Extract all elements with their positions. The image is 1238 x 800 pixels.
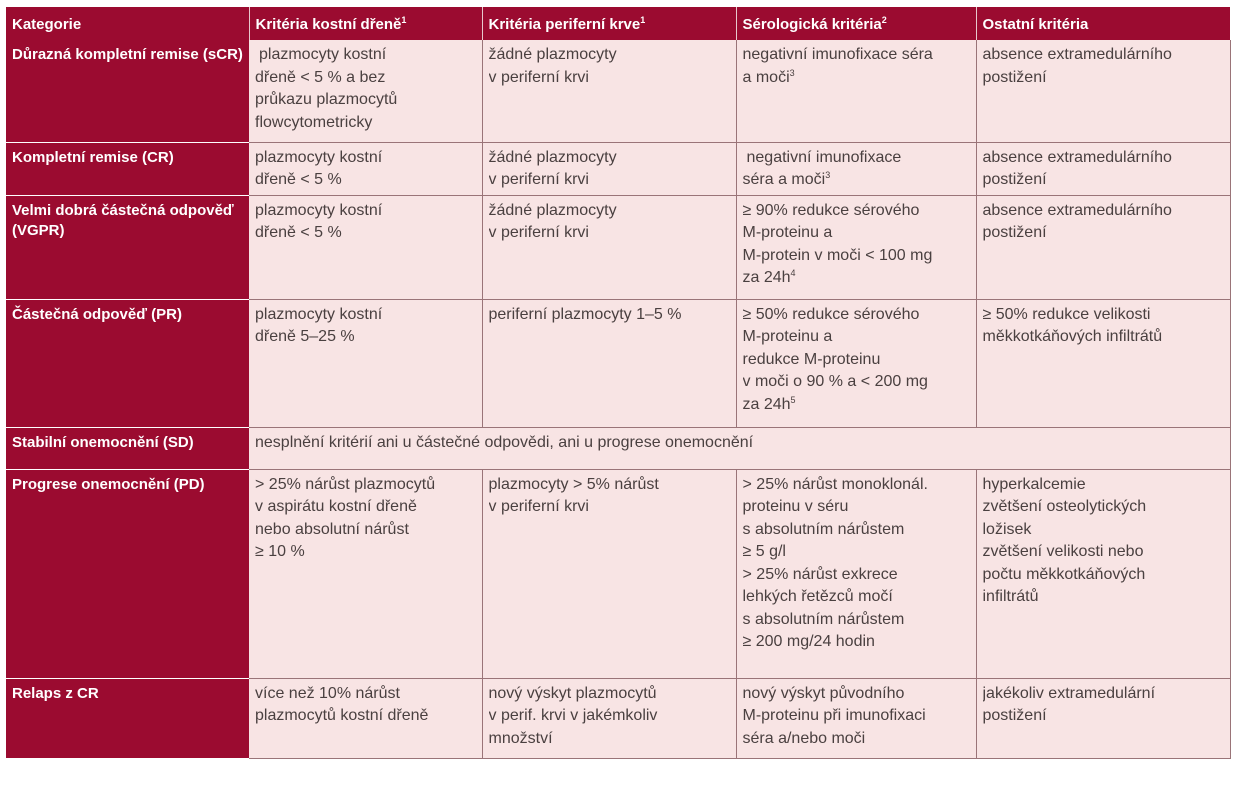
cell-other-relaps: jakékoliv extramedulární postižení bbox=[976, 678, 1231, 759]
table-row-cr: Kompletní remise (CR) plazmocyty kostní … bbox=[6, 142, 1231, 196]
row-category-pd: Progrese onemocnění (PD) bbox=[6, 469, 249, 679]
cell-serology-relaps: nový výskyt původního M-proteinu při imu… bbox=[736, 678, 977, 759]
header-bone-marrow: Kritéria kostní dřeně1 bbox=[249, 7, 483, 40]
cell-bone-marrow-pr: plazmocyty kostní dřeně 5–25 % bbox=[249, 299, 483, 428]
row-category-vgpr: Velmi dobrá částečná odpověď (VGPR) bbox=[6, 195, 249, 300]
cell-peripheral-blood-cr: žádné plazmocyty v periferní krvi bbox=[482, 142, 737, 196]
row-category-pr: Částečná odpověď (PR) bbox=[6, 299, 249, 428]
cell-peripheral-blood-pd: plazmocyty > 5% nárůst v periferní krvi bbox=[482, 469, 737, 679]
cell-bone-marrow-cr: plazmocyty kostní dřeně < 5 % bbox=[249, 142, 483, 196]
table-row-vgpr: Velmi dobrá částečná odpověď (VGPR) plaz… bbox=[6, 195, 1231, 300]
row-category-sd: Stabilní onemocnění (SD) bbox=[6, 427, 249, 470]
cell-serology-cr: negativní imunofixace séra a moči3 bbox=[736, 142, 977, 196]
row-category-cr: Kompletní remise (CR) bbox=[6, 142, 249, 196]
cell-other-scr: absence extramedulárního postižení bbox=[976, 40, 1231, 143]
cell-other-pr: ≥ 50% redukce velikosti měkkotkáňových i… bbox=[976, 299, 1231, 428]
cell-serology-pr: ≥ 50% redukce sérového M-proteinu a redu… bbox=[736, 299, 977, 428]
response-criteria-table: Kategorie Kritéria kostní dřeně1 Kritéri… bbox=[6, 7, 1231, 759]
criteria-table-wrapper: Kategorie Kritéria kostní dřeně1 Kritéri… bbox=[6, 7, 1231, 759]
cell-bone-marrow-vgpr: plazmocyty kostní dřeně < 5 % bbox=[249, 195, 483, 300]
cell-other-pd: hyperkalcemie zvětšení osteolytických lo… bbox=[976, 469, 1231, 679]
table-row-sd: Stabilní onemocnění (SD) nesplnění krité… bbox=[6, 427, 1231, 470]
header-other: Ostatní kritéria bbox=[976, 7, 1230, 40]
cell-serology-vgpr: ≥ 90% redukce sérového M-proteinu a M-pr… bbox=[736, 195, 977, 300]
cell-other-cr: absence extramedulárního postižení bbox=[976, 142, 1231, 196]
cell-serology-scr: negativní imunofixace séra a moči3 bbox=[736, 40, 977, 143]
cell-bone-marrow-pd: > 25% nárůst plazmocytů v aspirátu kostn… bbox=[249, 469, 483, 679]
row-category-relaps: Relaps z CR bbox=[6, 678, 249, 759]
cell-other-vgpr: absence extramedulárního postižení bbox=[976, 195, 1231, 300]
table-row-scr: Důrazná kompletní remise (sCR) plazmocyt… bbox=[6, 40, 1231, 143]
header-serology: Sérologická kritéria2 bbox=[736, 7, 977, 40]
cell-peripheral-blood-vgpr: žádné plazmocyty v periferní krvi bbox=[482, 195, 737, 300]
cell-peripheral-blood-scr: žádné plazmocyty v periferní krvi bbox=[482, 40, 737, 143]
table-header-row: Kategorie Kritéria kostní dřeně1 Kritéri… bbox=[6, 7, 1230, 40]
cell-bone-marrow-scr: plazmocyty kostní dřeně < 5 % a bez průk… bbox=[249, 40, 483, 143]
row-category-scr: Důrazná kompletní remise (sCR) bbox=[6, 40, 249, 143]
cell-merged-sd: nesplnění kritérií ani u částečné odpově… bbox=[249, 427, 1231, 470]
header-peripheral-blood: Kritéria periferní krve1 bbox=[482, 7, 737, 40]
table-row-pr: Částečná odpověď (PR) plazmocyty kostní … bbox=[6, 299, 1231, 428]
cell-peripheral-blood-pr: periferní plazmocyty 1–5 % bbox=[482, 299, 737, 428]
table-row-relaps: Relaps z CR více než 10% nárůst plazmocy… bbox=[6, 678, 1231, 759]
cell-peripheral-blood-relaps: nový výskyt plazmocytů v perif. krvi v j… bbox=[482, 678, 737, 759]
header-category: Kategorie bbox=[6, 7, 250, 40]
cell-bone-marrow-relaps: více než 10% nárůst plazmocytů kostní dř… bbox=[249, 678, 483, 759]
table-row-pd: Progrese onemocnění (PD) > 25% nárůst pl… bbox=[6, 469, 1231, 679]
cell-serology-pd: > 25% nárůst monoklonál. proteinu v séru… bbox=[736, 469, 977, 679]
